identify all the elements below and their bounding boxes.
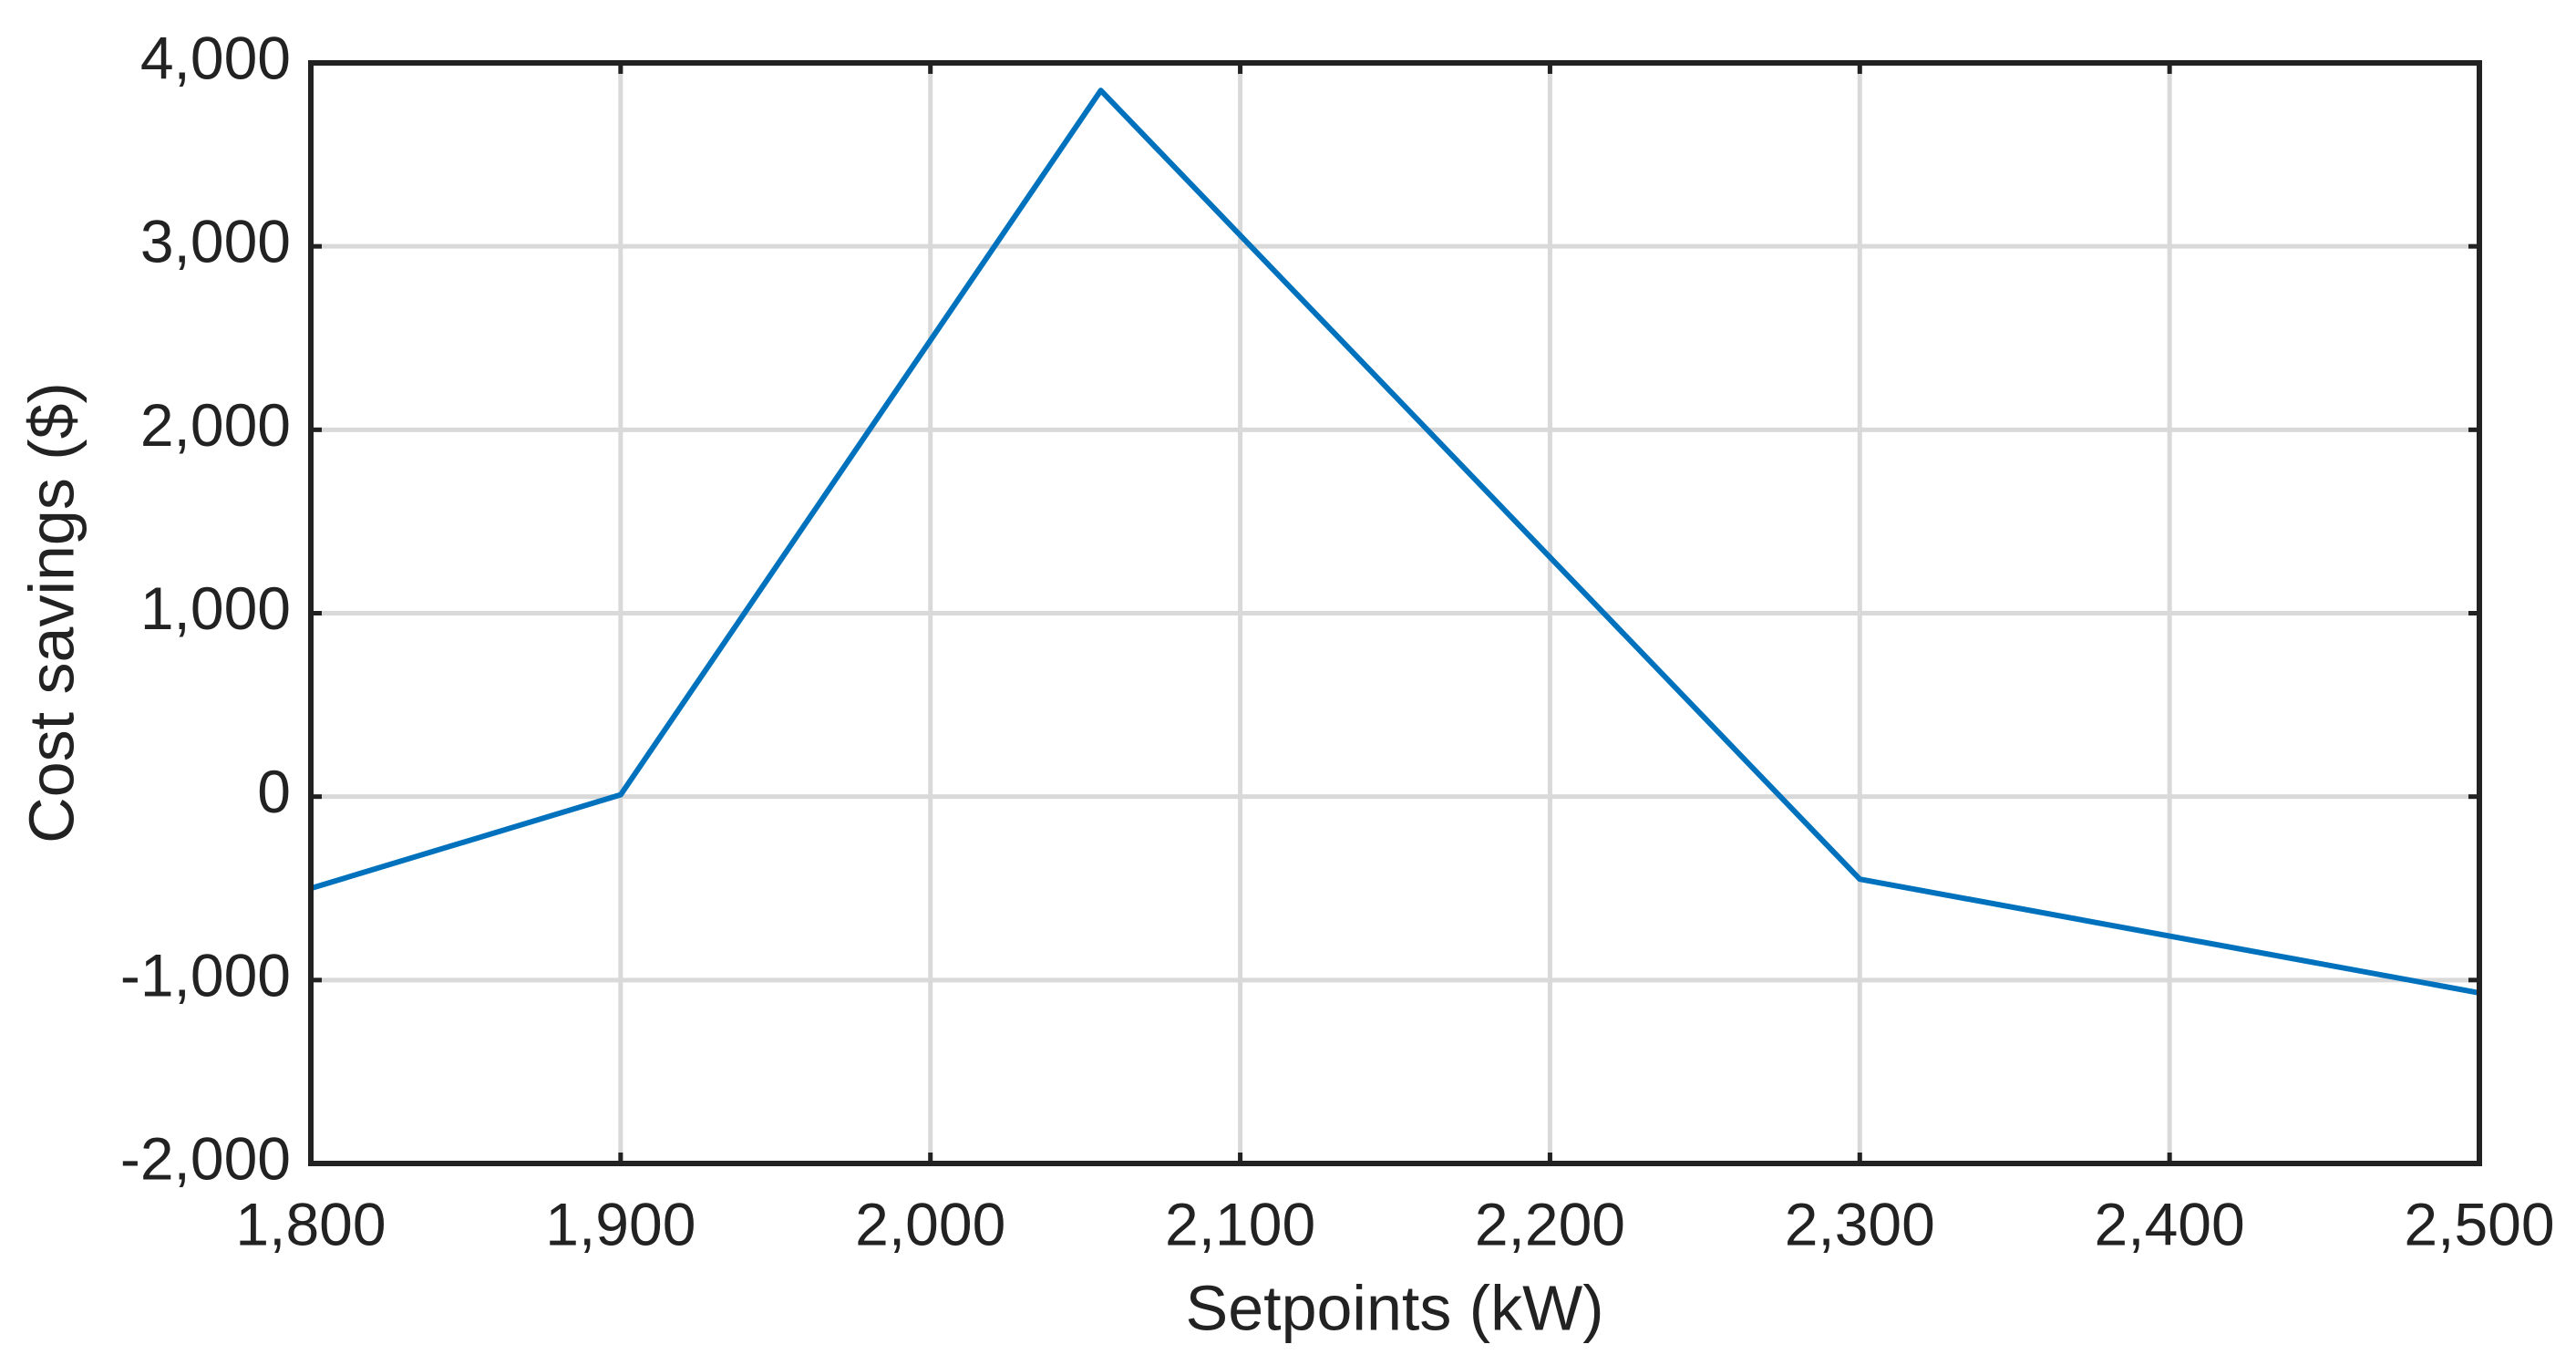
x-tick-label: 2,100 xyxy=(1165,1190,1315,1257)
x-tick-label: 2,200 xyxy=(1475,1190,1625,1257)
x-tick-label: 2,500 xyxy=(2404,1190,2554,1257)
x-tick-label: 1,900 xyxy=(545,1190,696,1257)
y-tick-label: 2,000 xyxy=(140,391,291,459)
x-tick-label: 2,400 xyxy=(2095,1190,2245,1257)
y-tick-label: 0 xyxy=(257,758,291,825)
data-line xyxy=(310,88,2480,996)
x-tick-label: 1,800 xyxy=(235,1190,386,1257)
plot-frame xyxy=(308,60,2482,1166)
y-tick-label: 3,000 xyxy=(140,208,291,275)
x-tick-label: 2,300 xyxy=(1785,1190,1935,1257)
y-axis-label: Cost savings ($) xyxy=(15,382,87,843)
y-tick-label: -2,000 xyxy=(120,1124,291,1192)
y-tick-label: 4,000 xyxy=(140,24,291,91)
y-tick-label: -1,000 xyxy=(120,941,291,1008)
x-axis-label: Setpoints (kW) xyxy=(1186,1272,1604,1343)
y-tick-label: 1,000 xyxy=(140,574,291,642)
x-tick-label: 2,000 xyxy=(855,1190,1005,1257)
